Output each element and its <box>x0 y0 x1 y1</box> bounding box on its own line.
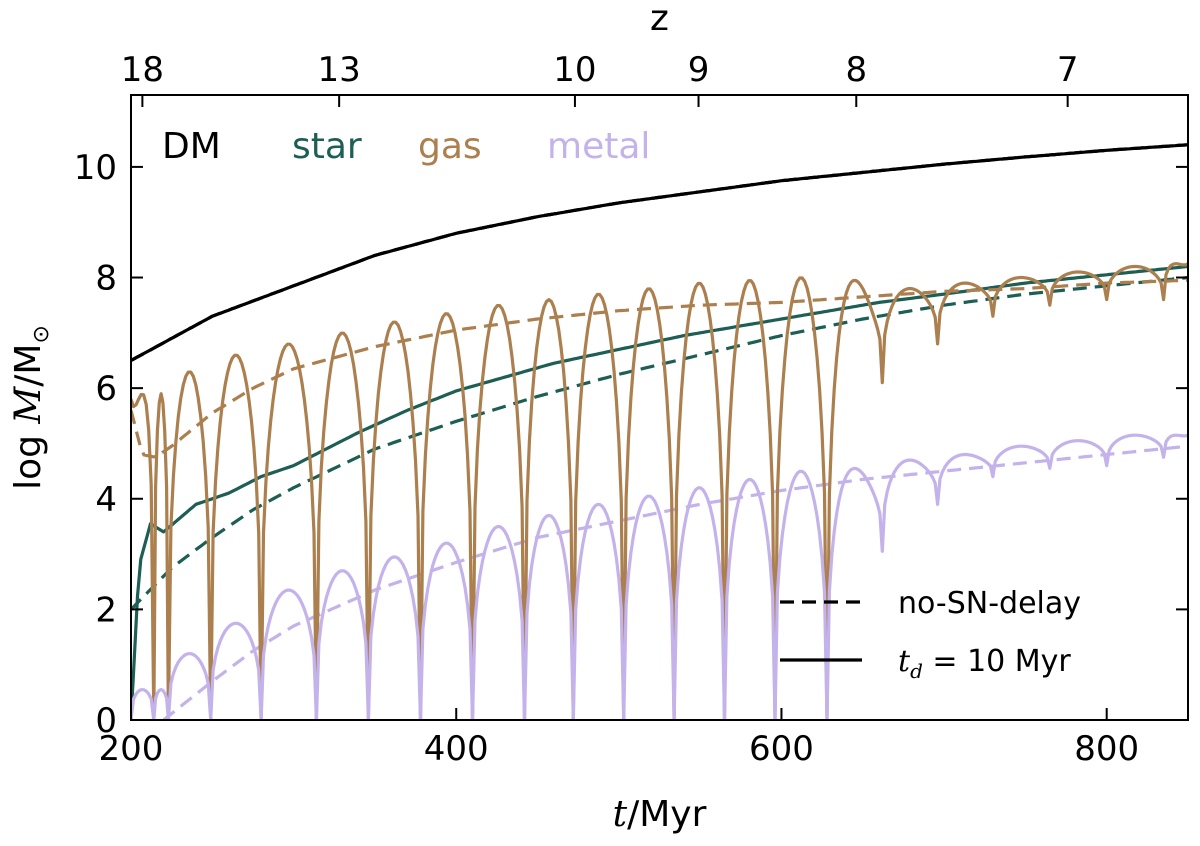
y-axis-title-log: log <box>8 424 49 490</box>
y-tick-label: 6 <box>95 369 117 409</box>
x-axis-title: t/Myr <box>613 794 707 835</box>
legend-label-var: t <box>898 644 911 679</box>
series-star-dashed-line <box>131 275 1188 611</box>
legend-label-dashed: no-SN-delay <box>898 586 1081 621</box>
labels-group: DM star gas metal <box>162 126 650 167</box>
top-tick-label: 18 <box>121 50 164 90</box>
y-axis-title: log M/M⊙ <box>8 325 54 490</box>
x-tick-label: 600 <box>749 729 814 769</box>
series-metal-solid-line <box>131 433 1188 720</box>
top-tick-label: 9 <box>688 50 710 90</box>
x-axis-title-unit: /Myr <box>627 794 706 835</box>
legend-label-value: = 10 Myr <box>923 644 1072 679</box>
top-tick-label: 13 <box>318 50 361 90</box>
y-tick-label: 0 <box>95 701 117 741</box>
plot-frame <box>130 94 1189 721</box>
y-axis-title-sub: ⊙ <box>29 325 54 343</box>
top-tick-label: 7 <box>1057 50 1079 90</box>
component-label-star: star <box>292 126 362 167</box>
y-tick-label: 10 <box>74 148 117 188</box>
legend-label-solid: td = 10 Myr <box>898 644 1071 683</box>
series-group <box>131 143 1188 720</box>
x-tick-label: 800 <box>1074 729 1139 769</box>
series-star-solid-line <box>131 264 1188 720</box>
top-tick-label: 10 <box>553 50 596 90</box>
legend-label-sub: d <box>910 659 923 683</box>
top-tick-label: 8 <box>845 50 867 90</box>
y-tick-label: 8 <box>95 259 117 299</box>
series-dm-dashed-line <box>131 143 1188 362</box>
y-tick-label: 4 <box>95 480 117 520</box>
component-label-dm: DM <box>162 126 221 167</box>
y-axis-title-unit: /M <box>8 344 49 387</box>
legend: no-SN-delay td = 10 Myr <box>780 586 1081 683</box>
x-axis-title-var: t <box>613 794 628 835</box>
y-tick-label: 2 <box>95 590 117 630</box>
series-gas-dashed-line <box>131 278 1188 459</box>
x-tick-label: 200 <box>99 729 164 769</box>
component-label-metal: metal <box>547 126 650 167</box>
component-label-gas: gas <box>418 126 482 167</box>
series-gas-solid-line <box>131 262 1188 720</box>
y-axis-title-var: M <box>8 386 49 425</box>
top-axis-title: z <box>650 0 669 39</box>
x-tick-label: 400 <box>424 729 489 769</box>
